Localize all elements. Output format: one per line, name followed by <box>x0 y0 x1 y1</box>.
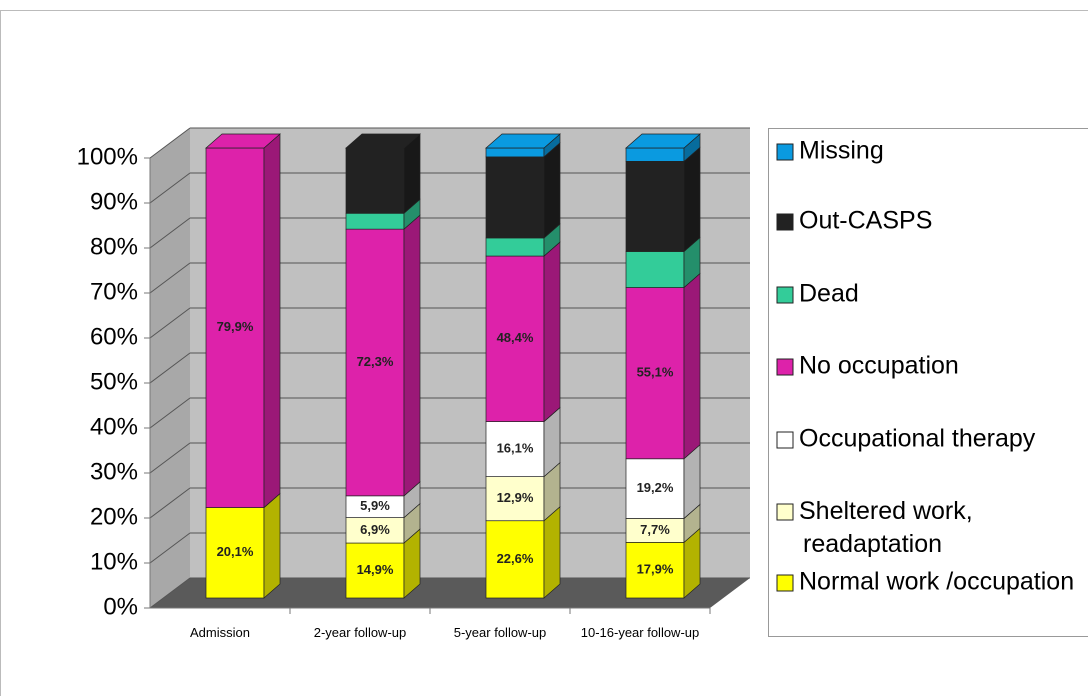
legend <box>768 128 1088 637</box>
legend-label: Sheltered work, readaptation <box>799 497 973 558</box>
bar <box>485 520 545 599</box>
bar-side <box>543 142 561 239</box>
bar <box>485 476 545 522</box>
bar-side <box>543 241 561 423</box>
grid-line <box>149 352 191 384</box>
data-label: 72,3% <box>357 354 394 369</box>
data-label: 7,7% <box>640 522 670 537</box>
bar-top <box>625 133 701 149</box>
bar-side <box>543 505 561 599</box>
grid-line <box>149 442 191 474</box>
data-label: 16,1% <box>497 441 534 456</box>
legend-swatch <box>776 143 794 161</box>
y-tick-label: 30% <box>90 458 138 485</box>
y-tick-label: 90% <box>90 188 138 215</box>
grid-line <box>149 127 191 159</box>
legend-label: Occupational therapy <box>799 425 1036 453</box>
bar-side <box>403 214 421 497</box>
legend-swatch <box>776 213 794 231</box>
data-label: 17,9% <box>637 562 674 577</box>
bar <box>345 147 405 214</box>
data-label: 19,2% <box>637 480 674 495</box>
legend-swatch <box>776 431 794 449</box>
frame <box>0 10 1088 696</box>
bar <box>485 255 545 422</box>
bar <box>485 156 545 239</box>
floor <box>150 578 750 608</box>
bar <box>625 251 685 288</box>
y-tick-label: 20% <box>90 503 138 530</box>
data-label: 5,9% <box>360 498 390 513</box>
bar <box>625 147 685 162</box>
bar <box>485 421 545 477</box>
x-tick-label: Admission <box>190 625 250 640</box>
bar-top <box>485 133 561 149</box>
grid-line <box>149 217 191 249</box>
bar-top <box>345 133 421 149</box>
bar <box>485 237 545 257</box>
y-tick-label: 60% <box>90 323 138 350</box>
bar <box>485 147 545 158</box>
y-tick-label: 40% <box>90 413 138 440</box>
grid-line <box>149 532 191 564</box>
x-tick-label: 5-year follow-up <box>453 625 547 640</box>
y-tick-label: 0% <box>103 593 138 620</box>
legend-label: Normal work /occupation <box>799 568 1074 596</box>
grid-line <box>149 262 191 294</box>
grid-line <box>149 577 191 609</box>
data-label: 22,6% <box>497 551 534 566</box>
y-tick-label: 70% <box>90 278 138 305</box>
data-label: 48,4% <box>497 330 534 345</box>
data-label: 79,9% <box>217 319 254 334</box>
bar <box>345 212 405 230</box>
y-tick-label: 100% <box>77 143 138 170</box>
y-tick-label: 80% <box>90 233 138 260</box>
legend-swatch <box>776 574 794 592</box>
bar <box>625 458 685 519</box>
legend-swatch <box>776 358 794 376</box>
x-tick-label: 10-16-year follow-up <box>580 625 700 640</box>
data-label: 6,9% <box>360 522 390 537</box>
legend-label: Missing <box>799 137 884 165</box>
legend-swatch <box>776 503 794 521</box>
bar <box>205 147 265 508</box>
legend-label: Dead <box>799 280 859 308</box>
legend-swatch <box>776 286 794 304</box>
bar-side <box>683 272 701 460</box>
y-tick-label: 50% <box>90 368 138 395</box>
bar <box>345 228 405 497</box>
y-tick-label: 10% <box>90 548 138 575</box>
grid-line <box>149 172 191 204</box>
bar-side <box>683 146 701 253</box>
data-label: 55,1% <box>637 365 674 380</box>
bar-side <box>263 133 281 509</box>
grid-line <box>149 307 191 339</box>
legend-label: Out-CASPS <box>799 207 932 235</box>
data-label: 12,9% <box>497 490 534 505</box>
data-label: 20,1% <box>217 544 254 559</box>
grid-line <box>149 487 191 519</box>
bar-top <box>205 133 281 149</box>
bar <box>345 542 405 599</box>
grid-line <box>149 397 191 429</box>
data-label: 14,9% <box>357 562 394 577</box>
bar-side <box>263 492 281 599</box>
bar <box>625 161 685 252</box>
bar <box>205 507 265 599</box>
legend-label: No occupation <box>799 352 959 380</box>
x-tick-label: 2-year follow-up <box>313 625 407 640</box>
